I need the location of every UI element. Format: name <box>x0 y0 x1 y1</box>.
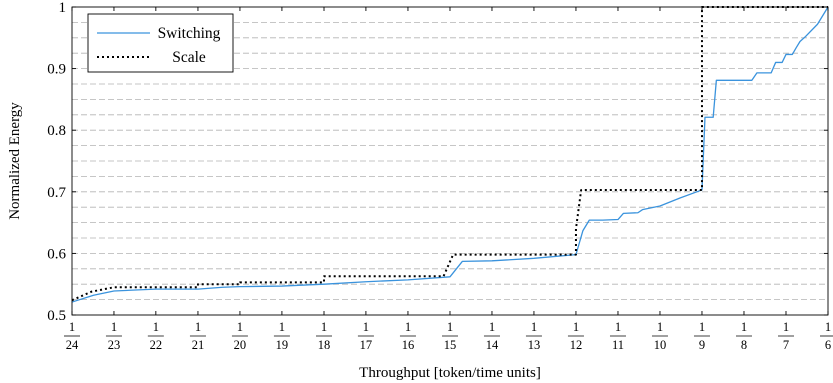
series-line-switching <box>71 6 829 303</box>
x-tick-denominator: 6 <box>825 338 831 352</box>
x-tick-numerator: 1 <box>489 320 495 334</box>
y-tick-label: 0.5 <box>47 308 66 324</box>
x-tick-denominator: 9 <box>699 338 705 352</box>
x-tick-denominator: 17 <box>360 338 373 352</box>
grid-lines <box>72 21 828 301</box>
x-tick-numerator: 1 <box>783 320 789 334</box>
x-axis-label: Throughput [token/time units] <box>359 365 541 381</box>
x-tick-denominator: 18 <box>318 338 331 352</box>
x-tick-denominator: 20 <box>234 338 247 352</box>
y-tick-label: 0.7 <box>47 185 66 201</box>
x-tick-numerator: 1 <box>699 320 705 334</box>
y-axis-label: Normalized Energy <box>7 102 23 220</box>
x-tick-numerator: 1 <box>573 320 579 334</box>
x-tick-numerator: 1 <box>741 320 747 334</box>
y-tick-label: 1 <box>59 0 67 16</box>
x-tick-numerator: 1 <box>363 320 369 334</box>
x-tick-denominator: 12 <box>570 338 583 352</box>
x-tick-denominator: 7 <box>783 338 789 352</box>
x-tick-denominator: 8 <box>741 338 747 352</box>
x-tick-numerator: 1 <box>825 320 831 334</box>
x-tick-numerator: 1 <box>615 320 621 334</box>
legend-label-scale: Scale <box>172 49 206 66</box>
x-tick-denominator: 14 <box>486 338 499 352</box>
y-tick-label: 0.8 <box>47 123 66 139</box>
x-tick-denominator: 13 <box>528 338 541 352</box>
x-tick-numerator: 1 <box>657 320 663 334</box>
y-tick-label: 0.6 <box>47 246 66 262</box>
x-tick-denominator: 11 <box>612 338 624 352</box>
y-tick-label: 0.9 <box>47 62 66 78</box>
x-tick-denominator: 19 <box>276 338 289 352</box>
series-line-scale <box>71 6 828 302</box>
x-tick-numerator: 1 <box>111 320 117 334</box>
x-tick-denominator: 21 <box>192 338 205 352</box>
x-tick-denominator: 15 <box>444 338 457 352</box>
series-layer <box>71 6 829 303</box>
x-tick-numerator: 1 <box>321 320 327 334</box>
axis-ticks: 0.50.60.70.80.91124123122121120119118117… <box>47 0 833 352</box>
x-tick-numerator: 1 <box>531 320 537 334</box>
x-tick-numerator: 1 <box>195 320 201 334</box>
x-tick-numerator: 1 <box>279 320 285 334</box>
x-tick-numerator: 1 <box>405 320 411 334</box>
x-tick-denominator: 24 <box>66 338 79 352</box>
legend: Switching Scale <box>87 13 234 73</box>
x-tick-numerator: 1 <box>447 320 453 334</box>
x-tick-numerator: 1 <box>69 320 75 334</box>
x-tick-denominator: 10 <box>654 338 667 352</box>
x-tick-denominator: 16 <box>402 338 415 352</box>
x-tick-numerator: 1 <box>237 320 243 334</box>
legend-label-switching: Switching <box>158 25 221 42</box>
x-tick-denominator: 22 <box>150 338 163 352</box>
x-tick-numerator: 1 <box>153 320 159 334</box>
legend-box <box>87 13 234 73</box>
x-tick-denominator: 23 <box>108 338 121 352</box>
